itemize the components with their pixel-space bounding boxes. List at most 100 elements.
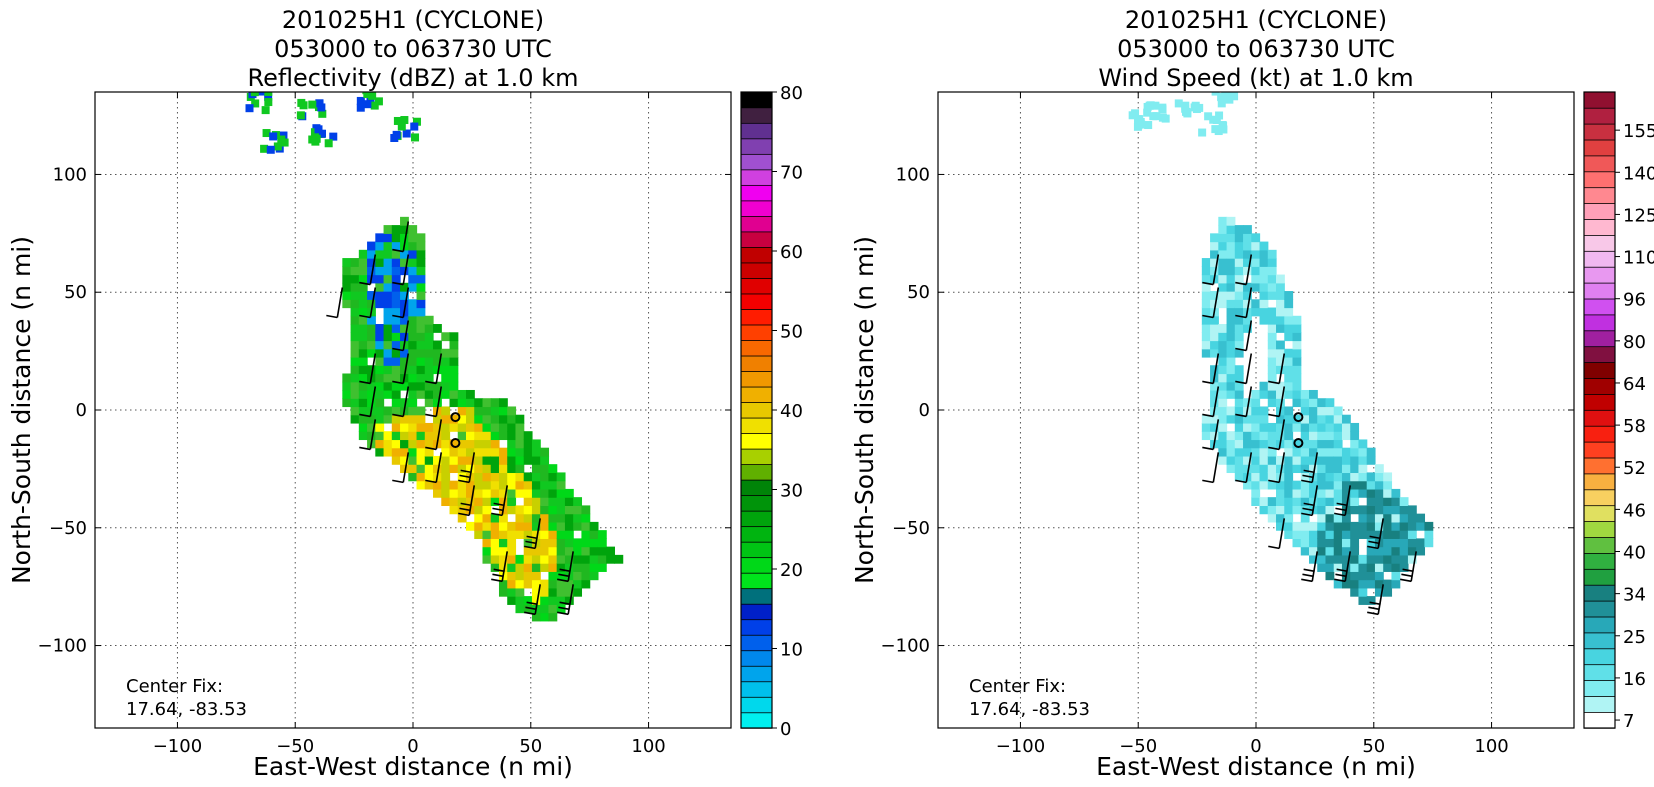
wind-data-cell (1391, 563, 1401, 572)
wind-data-cell (1267, 365, 1277, 375)
wind-data-cell (1259, 291, 1269, 300)
wind-data-cell (1210, 324, 1219, 333)
wind-data-cell (1383, 472, 1393, 482)
reflectivity-data-cell (375, 274, 385, 284)
wind-data-cell (1210, 381, 1219, 391)
reflectivity-data-cell (358, 249, 368, 259)
wind-data-cell (1234, 340, 1244, 350)
reflectivity-data-cell (498, 447, 508, 457)
reflectivity-data-cell (370, 101, 379, 110)
wind-data-cell (1325, 398, 1335, 408)
wind-data-cell (1350, 447, 1360, 457)
reflectivity-wind-barb-flag (559, 601, 571, 606)
reflectivity-data-cell (358, 381, 368, 391)
reflectivity-data-cell (350, 315, 360, 325)
reflectivity-data-cell (515, 455, 525, 465)
wind-data-cell (1300, 431, 1310, 441)
reflectivity-data-cell (474, 521, 484, 531)
reflectivity-colorbar-segment (740, 494, 773, 512)
wind-data-cell (1218, 241, 1228, 251)
reflectivity-wind-barb-flag (526, 535, 538, 540)
reflectivity-data-cell (507, 422, 517, 432)
reflectivity-data-cell (564, 488, 574, 498)
reflectivity-data-cell (457, 472, 467, 482)
reflectivity-data-cell (474, 530, 484, 539)
wind-data-cell (1234, 291, 1244, 300)
reflectivity-data-cell (556, 480, 566, 490)
reflectivity-data-cell (441, 455, 451, 465)
reflectivity-data-cell (416, 389, 426, 399)
reflectivity-data-cell (424, 340, 434, 350)
reflectivity-data-cell (424, 332, 434, 342)
reflectivity-data-cell (391, 406, 401, 416)
wind-data-cell (1276, 464, 1285, 474)
reflectivity-data-cell (375, 431, 385, 441)
wind-data-cell (1276, 488, 1285, 498)
reflectivity-data-cell (400, 381, 409, 391)
reflectivity-data-cell (498, 455, 508, 465)
reflectivity-data-cell (375, 373, 385, 383)
reflectivity-data-cell (548, 464, 558, 474)
wind-data-cell (1358, 587, 1368, 597)
reflectivity-data-cell (358, 406, 368, 416)
reflectivity-data-cell (449, 398, 459, 408)
reflectivity-data-cell (482, 521, 492, 531)
wind-data-cell (1181, 104, 1190, 113)
wind-data-cell (1350, 422, 1360, 432)
reflectivity-data-cell (400, 414, 409, 424)
wind-data-cell (1201, 266, 1211, 276)
wind-data-cell (1259, 464, 1269, 474)
wind-data-cell (1350, 579, 1360, 589)
reflectivity-data-cell (523, 488, 533, 498)
wind-data-cell (1350, 480, 1360, 490)
wind-data-cell (1292, 398, 1302, 408)
wind-wind-barb-flag (1235, 281, 1247, 286)
reflectivity-data-cell (490, 439, 500, 449)
reflectivity-wind-barb (402, 287, 410, 318)
reflectivity-data-cell (490, 497, 500, 506)
wind-data-cell (1234, 249, 1244, 259)
wind-data-cell (1292, 480, 1302, 490)
wind-wind-barb (1245, 320, 1253, 351)
reflectivity-data-cell (441, 357, 451, 366)
reflectivity-data-cell (466, 497, 475, 506)
wind-data-cell (1131, 109, 1140, 118)
wind-data-cell (1374, 530, 1384, 539)
reflectivity-data-cell (548, 579, 558, 589)
wind-data-cell (1201, 315, 1211, 325)
reflectivity-data-cell (457, 422, 467, 432)
wind-data-cell (1226, 447, 1236, 457)
reflectivity-data-cell (498, 554, 508, 564)
wind-colorbar-segment (1583, 91, 1616, 109)
reflectivity-data-cell (515, 431, 525, 441)
reflectivity-data-cell (466, 488, 475, 498)
reflectivity-center-fix-value: 17.64, -83.53 (126, 699, 247, 720)
reflectivity-data-cell (466, 521, 475, 531)
wind-data-cell (1251, 274, 1261, 284)
wind-data-cell (1218, 348, 1228, 358)
wind-data-cell (1218, 439, 1228, 449)
reflectivity-data-cell (400, 216, 409, 226)
reflectivity-data-cell (375, 282, 385, 292)
reflectivity-data-cell (457, 414, 467, 424)
wind-data-cell (1234, 455, 1244, 465)
wind-data-cell (1350, 488, 1360, 498)
reflectivity-data-cell (375, 266, 385, 276)
reflectivity-data-cell (400, 422, 409, 432)
reflectivity-data-cell (350, 389, 360, 399)
wind-data-cell (1284, 365, 1294, 375)
reflectivity-data-cell (383, 332, 393, 342)
reflectivity-data-cell (416, 406, 426, 416)
reflectivity-data-cell (507, 563, 517, 572)
wind-data-cell (1276, 291, 1285, 300)
wind-data-cell (1144, 121, 1153, 130)
reflectivity-data-cell (350, 398, 360, 408)
wind-data-cell (1300, 406, 1310, 416)
wind-data-cell (1383, 480, 1393, 490)
wind-colorbar-segment (1583, 664, 1616, 682)
reflectivity-data-cell (400, 431, 409, 441)
reflectivity-data-cell (383, 365, 393, 375)
reflectivity-data-cell (606, 546, 615, 556)
reflectivity-data-cell (531, 612, 541, 622)
wind-data-cell (1201, 282, 1211, 292)
